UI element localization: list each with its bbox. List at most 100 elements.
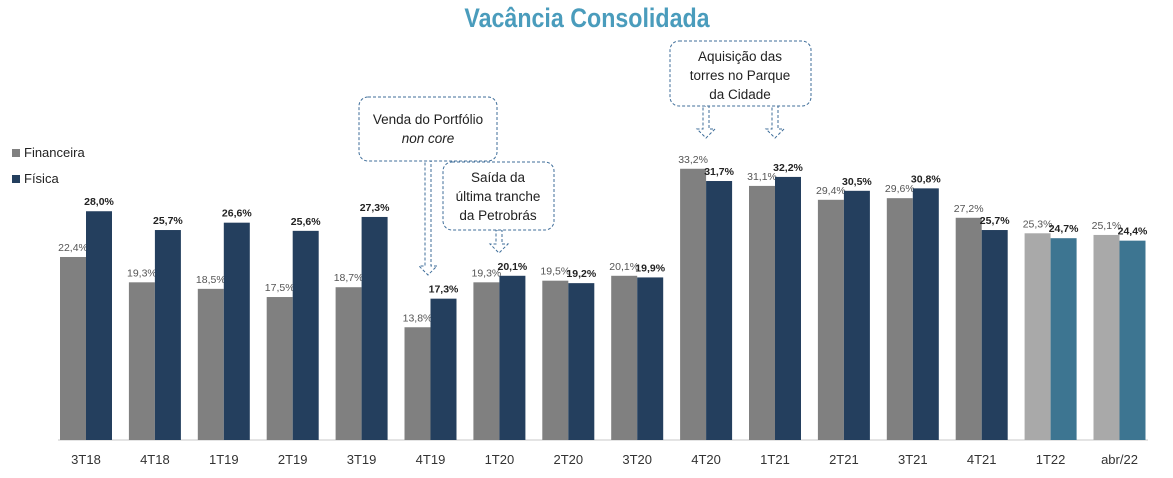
data-label-financeira-1T21: 31,1% [747,171,777,183]
data-label-fisica-2T19: 25,6% [291,216,321,228]
x-tick-label-2T20: 2T20 [553,452,583,467]
bar-financeira-4T20 [680,168,707,441]
bar-financeira-1T21 [749,185,775,440]
data-label-fisica-4T19: 17,3% [429,284,459,296]
x-tick-label-4T19: 4T19 [416,452,446,467]
callout-arrow-venda [417,159,439,276]
x-tick-label-1T20: 1T20 [485,452,515,467]
data-label-fisica-abr/22: 24,4% [1118,226,1148,238]
bar-financeira-3T18 [60,256,86,440]
data-label-financeira-abr/22: 25,1% [1092,220,1122,232]
data-label-fisica-3T20: 19,9% [635,262,665,274]
bar-financeira-4T18 [128,282,155,440]
bar-fisica-3T20 [637,277,664,440]
bar-fisica-3T19 [361,216,388,440]
x-tick-label-4T21: 4T21 [967,452,997,467]
bar-financeira-3T21 [886,198,913,440]
callout-aquisicao-line-2: da Cidade [709,87,771,102]
data-label-financeira-1T20: 19,3% [472,267,502,279]
data-label-financeira-4T18: 19,3% [127,267,157,279]
data-label-financeira-1T19: 18,5% [196,274,226,286]
bar-financeira-4T21 [955,217,982,440]
x-tick-label-4T20: 4T20 [691,452,721,467]
bar-financeira-2T20 [542,280,569,440]
legend-swatch-financeira [12,148,20,157]
bar-fisica-1T22 [1050,238,1077,440]
data-label-fisica-3T19: 27,3% [360,202,390,214]
data-label-fisica-3T18: 28,0% [84,196,114,208]
bar-fisica-4T18 [154,230,181,440]
callout-arrow-aquisicao-1t21 [764,105,786,139]
legend-swatch-fisica [12,174,20,183]
legend-item-fisica: Física [12,171,59,186]
data-label-fisica-1T21: 32,2% [773,162,803,174]
callout-arrow-saida [488,229,510,254]
data-label-financeira-3T20: 20,1% [609,261,639,273]
bar-fisica-1T21 [775,176,801,440]
x-tick-label-3T21: 3T21 [898,452,928,467]
callout-aquisicao-line-0: Aquisição das [698,49,782,64]
bar-fisica-abr/22 [1119,240,1146,440]
data-label-financeira-3T19: 18,7% [334,272,364,284]
data-label-financeira-4T21: 27,2% [954,203,984,215]
x-tick-label-2T19: 2T19 [278,452,308,467]
bar-fisica-4T21 [981,230,1008,440]
data-label-fisica-1T22: 24,7% [1049,223,1079,235]
data-label-financeira-3T18: 22,4% [58,242,88,254]
bar-fisica-4T20 [706,181,733,441]
data-label-fisica-4T18: 25,7% [153,215,183,227]
bar-fisica-3T18 [86,211,112,440]
x-tick-label-2T21: 2T21 [829,452,859,467]
bar-fisica-2T20 [568,283,595,440]
data-label-fisica-1T19: 26,6% [222,208,252,220]
bar-fisica-1T20 [499,275,526,440]
legend-label-financeira: Financeira [24,145,85,160]
x-tick-label-4T18: 4T18 [140,452,170,467]
bar-fisica-3T21 [912,188,939,440]
bar-fisica-1T19 [223,222,250,440]
data-label-financeira-3T21: 29,6% [885,183,915,195]
x-tick-label-1T22: 1T22 [1036,452,1066,467]
data-label-fisica-3T21: 30,8% [911,173,941,185]
callout-arrow-aquisicao-4t20 [695,105,717,139]
data-label-financeira-1T22: 25,3% [1023,218,1053,230]
callout-saida-line-2: da Petrobrás [459,208,537,223]
x-tick-label-3T18: 3T18 [71,452,101,467]
bar-financeira-1T19 [197,288,224,440]
callout-box-venda [358,96,498,162]
bar-financeira-3T19 [335,287,362,440]
bar-financeira-1T20 [473,282,500,440]
bar-fisica-4T19 [430,298,457,440]
bar-fisica-2T21 [843,190,870,440]
callout-venda-line-1: non core [402,131,455,146]
legend-label-fisica: Física [24,171,59,186]
x-tick-label-3T19: 3T19 [347,452,377,467]
data-label-financeira-4T19: 13,8% [403,312,433,324]
x-tick-label-1T19: 1T19 [209,452,239,467]
bar-financeira-2T21 [817,199,844,440]
data-label-fisica-2T20: 19,2% [566,268,596,280]
x-tick-label-3T20: 3T20 [622,452,652,467]
legend-item-financeira: Financeira [12,145,85,160]
data-label-financeira-4T20: 33,2% [678,154,708,166]
data-label-financeira-2T21: 29,4% [816,185,846,197]
bar-financeira-4T19 [404,327,431,440]
data-label-financeira-2T20: 19,5% [540,266,570,278]
callout-aquisicao-line-1: torres no Parque [690,68,791,83]
data-label-fisica-2T21: 30,5% [842,176,872,188]
chart-title: Vacância Consolidada [464,3,710,33]
bar-fisica-2T19 [292,230,319,440]
bar-financeira-2T19 [266,297,293,440]
bar-financeira-1T22 [1024,233,1051,440]
data-label-fisica-1T20: 20,1% [498,261,528,273]
callout-box-saida [442,161,555,231]
bar-financeira-abr/22 [1093,234,1120,440]
callout-saida-line-1: última tranche [456,189,541,204]
callout-venda-line-0: Venda do Portfólio [373,112,483,127]
bar-financeira-3T20 [611,275,638,440]
callout-saida-line-0: Saída da [471,170,526,185]
data-label-fisica-4T20: 31,7% [704,166,734,178]
callout-box-aquisicao [669,40,812,107]
data-label-financeira-2T19: 17,5% [265,282,295,294]
